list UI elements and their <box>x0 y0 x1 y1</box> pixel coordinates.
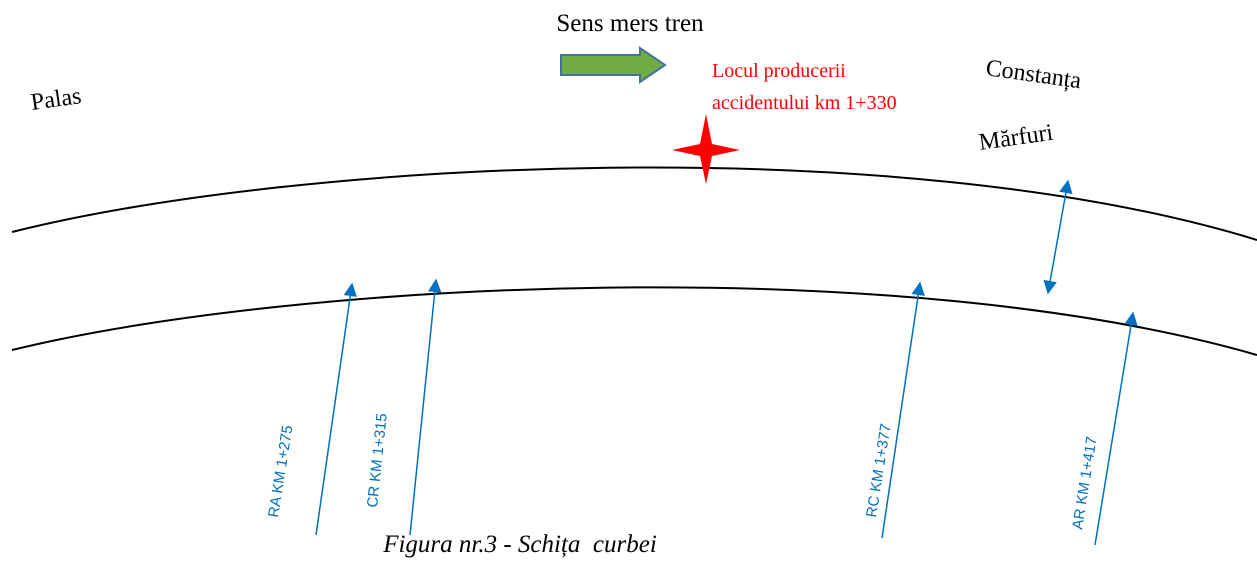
marker-label: RA KM 1+275 <box>265 424 296 518</box>
marker-arrow <box>409 278 442 536</box>
marker-label: CR KM 1+315 <box>364 413 391 509</box>
outer-rail-curve <box>11 166 1257 241</box>
marker-label: RC KM 1+377 <box>863 422 895 518</box>
direction-arrow <box>560 46 667 84</box>
marker-arrow <box>1094 311 1138 546</box>
marker-label: AR KM 1+417 <box>1069 435 1100 530</box>
marker-arrow <box>881 281 925 539</box>
end-station-line: Constanța <box>984 55 1083 94</box>
start-station: Palas <box>29 83 83 116</box>
end-station-line: Mărfuri <box>977 120 1055 156</box>
width-arrow <box>1043 179 1073 295</box>
accident-label: Locul producerii <box>712 60 846 82</box>
marker-arrow <box>315 282 357 536</box>
accident-label: accidentului km 1+330 <box>712 92 897 114</box>
accident-star <box>672 114 740 184</box>
figure-caption: Figura nr.3 - Schița curbei <box>382 531 657 558</box>
direction-label: Sens mers tren <box>556 10 704 37</box>
inner-rail-curve <box>11 286 1257 356</box>
